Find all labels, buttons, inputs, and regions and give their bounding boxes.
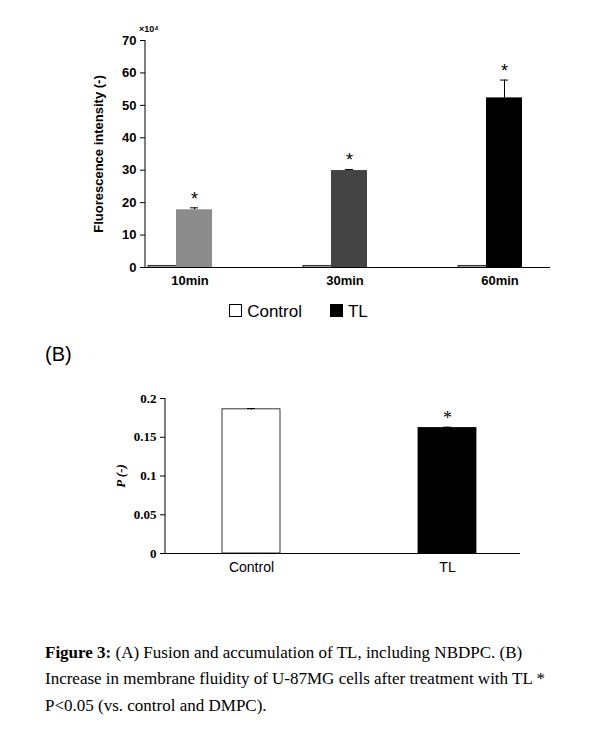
svg-text:0.2: 0.2 xyxy=(140,391,156,406)
svg-text:*: * xyxy=(443,408,452,428)
svg-text:*: * xyxy=(346,150,353,170)
svg-text:*: * xyxy=(191,189,198,209)
html-text:Control: Control xyxy=(247,302,302,321)
svg-text:TL: TL xyxy=(439,559,456,575)
svg-text:70: 70 xyxy=(122,33,136,48)
svg-text:30: 30 xyxy=(122,162,136,177)
html-text:Figure 3: (A) Fusion and accum: Figure 3: (A) Fusion and accumulation of… xyxy=(45,643,545,715)
svg-text:60: 60 xyxy=(122,65,136,80)
html-text:(B): (B) xyxy=(45,343,72,365)
svg-text:50: 50 xyxy=(122,98,136,113)
svg-text:P (-): P (-) xyxy=(113,464,128,488)
svg-text:Fluorescence intensity (-): Fluorescence intensity (-) xyxy=(91,75,106,232)
svg-text:Control: Control xyxy=(229,559,274,575)
svg-text:0: 0 xyxy=(150,546,157,561)
svg-text:*: * xyxy=(501,61,508,81)
svg-text:×10⁴: ×10⁴ xyxy=(139,24,159,34)
svg-text:40: 40 xyxy=(122,130,136,145)
svg-text:60min: 60min xyxy=(481,273,519,288)
svg-text:10: 10 xyxy=(122,227,136,242)
svg-text:0.05: 0.05 xyxy=(134,507,157,522)
svg-text:0.1: 0.1 xyxy=(140,468,156,483)
svg-text:0.15: 0.15 xyxy=(134,429,157,444)
svg-text:10min: 10min xyxy=(171,273,209,288)
svg-text:30min: 30min xyxy=(326,273,364,288)
html-text:TL: TL xyxy=(348,302,368,321)
html-text:(A): (A) xyxy=(45,22,72,44)
svg-text:20: 20 xyxy=(122,195,136,210)
svg-text:0: 0 xyxy=(129,260,136,275)
